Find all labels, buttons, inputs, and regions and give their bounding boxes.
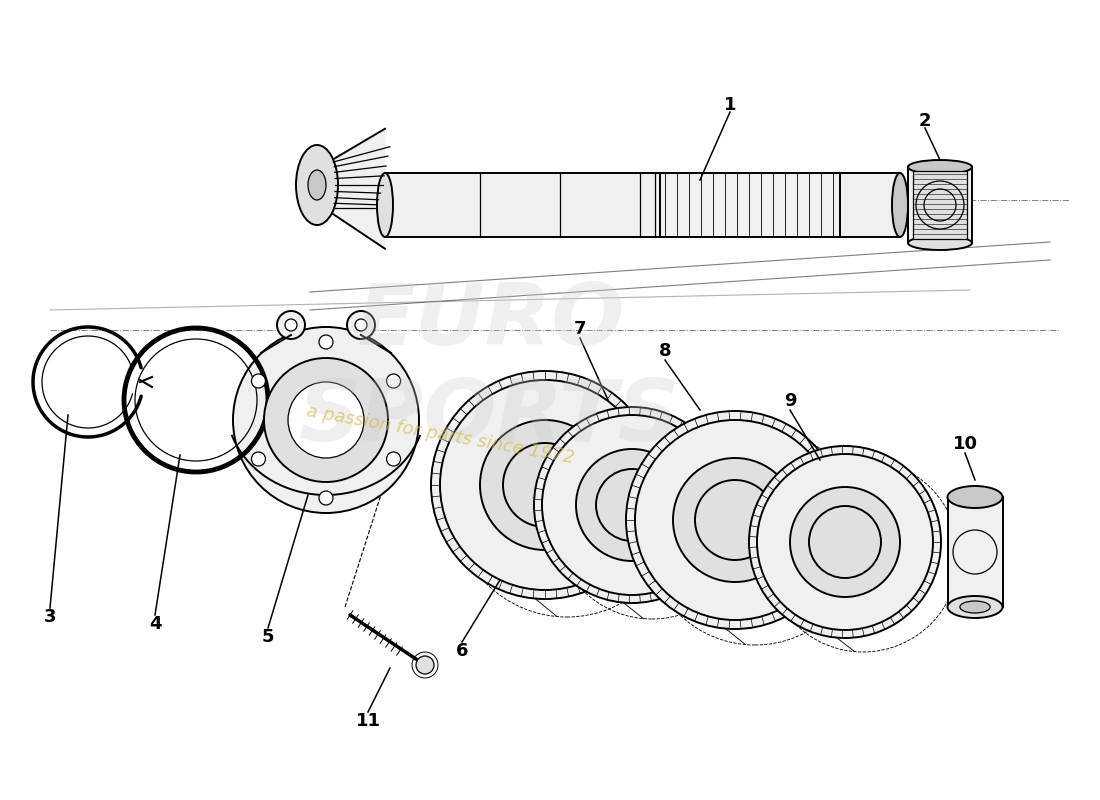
Text: a passion for parts since 1972: a passion for parts since 1972 — [305, 402, 575, 467]
Circle shape — [264, 358, 388, 482]
Ellipse shape — [908, 160, 972, 174]
Circle shape — [431, 371, 659, 599]
Text: 4: 4 — [148, 615, 162, 633]
Circle shape — [285, 319, 297, 331]
Text: 9: 9 — [783, 392, 796, 410]
Circle shape — [416, 656, 434, 674]
Circle shape — [695, 480, 776, 560]
Text: 1: 1 — [724, 96, 736, 114]
Text: 8: 8 — [659, 342, 671, 360]
Ellipse shape — [377, 173, 393, 237]
Text: 7: 7 — [574, 320, 586, 338]
Circle shape — [749, 446, 940, 638]
Circle shape — [542, 415, 722, 595]
Ellipse shape — [308, 170, 326, 200]
Circle shape — [252, 374, 265, 388]
Circle shape — [626, 411, 844, 629]
Text: 11: 11 — [355, 712, 381, 730]
Text: 2: 2 — [918, 112, 932, 130]
Text: 5: 5 — [262, 628, 274, 646]
Text: 10: 10 — [953, 435, 978, 453]
Circle shape — [576, 449, 688, 561]
Ellipse shape — [892, 173, 907, 237]
Ellipse shape — [960, 601, 990, 613]
Circle shape — [386, 452, 400, 466]
Ellipse shape — [947, 596, 1002, 618]
Circle shape — [386, 374, 400, 388]
Circle shape — [346, 311, 375, 339]
Text: 6: 6 — [455, 642, 469, 660]
Circle shape — [757, 454, 933, 630]
Circle shape — [440, 380, 650, 590]
Circle shape — [790, 487, 900, 597]
Circle shape — [673, 458, 797, 582]
Circle shape — [277, 311, 305, 339]
Circle shape — [635, 420, 835, 620]
Circle shape — [480, 420, 611, 550]
Bar — [908, 167, 972, 243]
Circle shape — [233, 327, 419, 513]
Circle shape — [596, 469, 668, 541]
Ellipse shape — [908, 236, 972, 250]
Bar — [948, 497, 1003, 607]
Circle shape — [355, 319, 367, 331]
Polygon shape — [315, 129, 385, 249]
Circle shape — [319, 491, 333, 505]
Bar — [385, 173, 900, 237]
Ellipse shape — [296, 145, 338, 225]
Bar — [913, 171, 967, 239]
Text: 3: 3 — [44, 608, 56, 626]
Circle shape — [808, 506, 881, 578]
Circle shape — [252, 452, 265, 466]
Circle shape — [319, 335, 333, 349]
Ellipse shape — [947, 486, 1002, 508]
Circle shape — [288, 382, 364, 458]
Circle shape — [503, 443, 587, 527]
Text: EURO
SPORTS: EURO SPORTS — [299, 281, 681, 459]
Circle shape — [534, 407, 730, 603]
